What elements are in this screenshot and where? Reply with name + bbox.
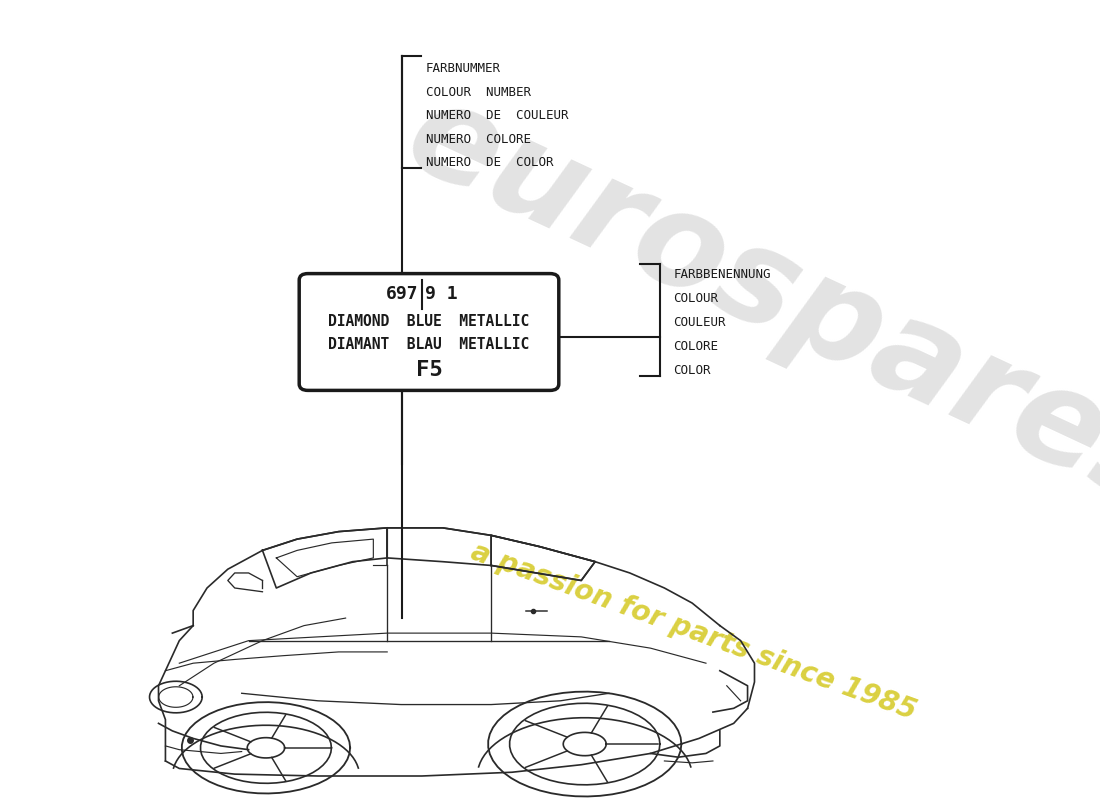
Text: NUMERO  DE  COULEUR: NUMERO DE COULEUR (426, 110, 569, 122)
Text: COLOUR: COLOUR (673, 292, 718, 305)
Text: FARBNUMMER: FARBNUMMER (426, 62, 500, 75)
FancyBboxPatch shape (299, 274, 559, 390)
Text: DIAMOND  BLUE  METALLIC: DIAMOND BLUE METALLIC (329, 314, 529, 329)
Text: NUMERO  DE  COLOR: NUMERO DE COLOR (426, 156, 553, 170)
Text: 697: 697 (386, 285, 418, 302)
Text: COLOUR  NUMBER: COLOUR NUMBER (426, 86, 530, 99)
Text: eurospares: eurospares (387, 70, 1100, 538)
Text: F5: F5 (416, 361, 442, 381)
Text: COLORE: COLORE (673, 340, 718, 353)
Text: a passion for parts since 1985: a passion for parts since 1985 (466, 538, 920, 726)
Text: DIAMANT  BLAU  METALLIC: DIAMANT BLAU METALLIC (329, 337, 529, 352)
Text: NUMERO  COLORE: NUMERO COLORE (426, 133, 530, 146)
Text: FARBBENENNUNG: FARBBENENNUNG (673, 268, 771, 281)
Text: COLOR: COLOR (673, 364, 711, 377)
Text: COULEUR: COULEUR (673, 316, 726, 329)
Text: 9 1: 9 1 (425, 285, 458, 302)
